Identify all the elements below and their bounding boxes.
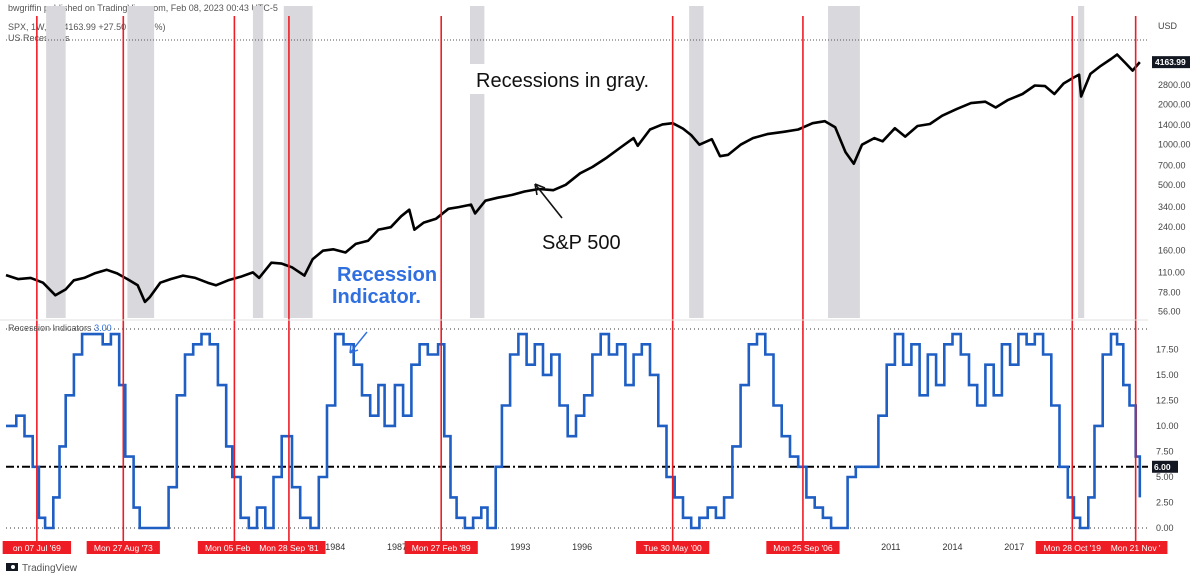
tradingview-logo-icon: [6, 563, 18, 571]
signal-date-tag-9: [1103, 541, 1168, 554]
lower-axis-tick-4: 10.00: [1156, 421, 1179, 431]
x-axis-tick-4: 1993: [510, 542, 530, 552]
recession-band-8: [1078, 6, 1085, 318]
upper-axis-tick-2: 2800.00: [1158, 80, 1191, 90]
signal-date-label-4: Mon 28 Sep '81: [259, 543, 319, 553]
signal-date-tag-4: [252, 541, 326, 554]
price-line: [5, 53, 1141, 304]
upper-axis-tick-6: 700.00: [1158, 160, 1186, 170]
signal-date-label-7: Mon 25 Sep '06: [773, 543, 833, 553]
recession-bands: [46, 6, 1085, 318]
x-axis-tick-10: 2017: [1004, 542, 1024, 552]
lower-axis-tick-2: 15.00: [1156, 370, 1179, 380]
lower-pane-guides: [6, 328, 1148, 529]
lower-pane-title: Recession Indicators 3.00: [8, 323, 112, 333]
footer-brand: TradingView: [22, 563, 78, 574]
upper-axis-tick-7: 500.00: [1158, 180, 1186, 190]
signal-date-tag-2: [86, 541, 160, 554]
lower-axis-tick-1: 17.50: [1156, 344, 1179, 354]
lower-indicator-axis: 17.50 15.00 12.50 10.00 7.50 5.00 2.50 0.00 6.00: [1152, 344, 1179, 533]
symbol-line: SPX, 1W, SP 4163.99 +27.50 (+0.66%): [8, 22, 165, 32]
upper-axis-tick-12: 78.00: [1158, 287, 1181, 297]
signal-date-label-5: Mon 27 Feb '89: [412, 543, 471, 553]
signal-date-label-8: Mon 28 Oct '19: [1044, 543, 1102, 553]
upper-axis-tick-10: 160.00: [1158, 246, 1186, 256]
upper-axis-tick-13: 56.00: [1158, 306, 1181, 316]
x-axis-tick-5: 1996: [572, 542, 592, 552]
last-price-tag-label: 4163.99: [1155, 57, 1186, 67]
signal-date-tag-7: [766, 541, 840, 554]
upper-axis-tick-8: 340.00: [1158, 202, 1186, 212]
lower-axis-tick-6: 5.00: [1156, 472, 1174, 482]
recession-band-2: [127, 6, 155, 318]
recession-band-3: [252, 6, 264, 318]
indicator-series: [6, 332, 1142, 530]
signal-date-label-3: Mon 05 Feb '79: [205, 543, 264, 553]
upper-axis-unit: USD: [1158, 21, 1178, 31]
indicator-annotation-line1: Recession: [337, 264, 437, 286]
time-axis: 191984198719931996198201120142017on 07 J…: [2, 541, 1168, 554]
signal-date-tag-1: [2, 541, 72, 554]
x-axis-tick-9: 2014: [943, 542, 963, 552]
recession-band-6: [689, 6, 704, 318]
lower-axis-tick-7: 2.50: [1156, 497, 1174, 507]
price-series: [5, 53, 1141, 304]
signal-date-label-9: Mon 21 Nov ': [1111, 543, 1161, 553]
indicator-annotation-line2: Indicator.: [332, 286, 421, 308]
recession-band-5: [470, 6, 485, 318]
threshold-tag: [1152, 460, 1178, 473]
x-axis-tick-3: 1987: [387, 542, 407, 552]
upper-axis-tick-11: 110.00: [1158, 267, 1185, 277]
x-axis-tick-8: 2011: [881, 542, 900, 552]
signal-date-label-1: on 07 Jul '69: [13, 543, 61, 553]
signal-date-tag-5: [404, 541, 478, 554]
signal-date-tag-8: [1035, 541, 1109, 554]
upper-axis-tick-9: 240.00: [1158, 222, 1186, 232]
indicator-line: [6, 332, 1142, 530]
signal-date-tag-6: [636, 541, 710, 554]
signal-date-label-2: Mon 27 Aug '73: [94, 543, 153, 553]
upper-price-axis: USD 4163.99 2800.00 2000.00 1400.00 1000.00 70…: [1152, 21, 1191, 316]
sp500-arrow-head: [534, 183, 546, 196]
recessions-annotation: Recessions in gray.: [476, 70, 649, 92]
signal-date-label-6: Tue 30 May '00: [644, 543, 702, 553]
sp500-annotation: S&P 500: [542, 232, 621, 254]
upper-axis-tick-5: 1000.00: [1158, 140, 1191, 150]
upper-axis-tick-3: 2000.00: [1158, 100, 1191, 110]
last-price-tag: [1152, 56, 1190, 69]
signal-lines: [36, 16, 1137, 541]
lower-axis-tick-3: 12.50: [1156, 395, 1179, 405]
upper-axis-tick-4: 1400.00: [1158, 120, 1191, 130]
sp500-arrow-shaft: [534, 183, 563, 219]
threshold-tag-label: 6.00: [1154, 462, 1171, 472]
recessions-annotation-box: [470, 64, 666, 94]
x-axis-tick-2: 1984: [325, 542, 345, 552]
indicator-arrow: [349, 331, 368, 354]
lower-axis-tick-5: 7.50: [1156, 446, 1174, 456]
recessions-overlay-label: US Recessions: [8, 33, 70, 43]
lower-axis-tick-8: 0.00: [1156, 523, 1174, 533]
recession-band-1: [46, 6, 66, 318]
